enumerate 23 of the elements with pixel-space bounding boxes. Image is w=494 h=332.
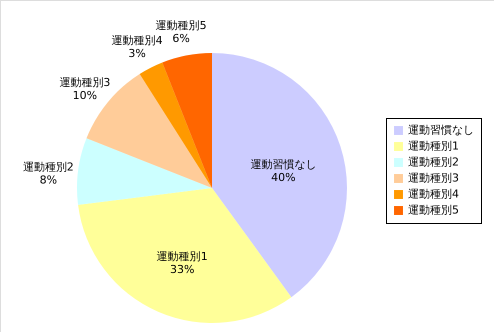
data-label: 40% xyxy=(271,170,296,184)
pie-slice xyxy=(78,188,292,323)
slice-label: 運動種別3 xyxy=(59,76,110,89)
pie-slice xyxy=(77,138,212,205)
legend-label: 運動種別3 xyxy=(408,172,459,184)
data-label: 3% xyxy=(128,46,146,60)
data-label: 33% xyxy=(170,262,194,276)
data-label: 8% xyxy=(40,173,58,186)
legend-label: 運動種別2 xyxy=(408,156,459,168)
legend-label: 運動種別5 xyxy=(408,204,459,216)
pie-slice xyxy=(140,62,212,188)
slice-label: 運動種別5 xyxy=(156,18,207,32)
slice-label: 運動種別2 xyxy=(22,160,74,174)
slice-label: 運動習慣なし xyxy=(250,158,316,171)
pie-slice xyxy=(212,53,347,298)
legend-label: 運動習慣なし xyxy=(408,124,474,136)
data-label: 6% xyxy=(172,32,190,45)
legend-label: 運動種別4 xyxy=(408,188,459,200)
pie-slice xyxy=(162,53,212,188)
slice-label: 運動種別4 xyxy=(112,34,163,47)
slice-label: 運動種別1 xyxy=(156,250,208,263)
data-label: 10% xyxy=(72,88,98,102)
legend-label: 運動種別1 xyxy=(408,140,459,152)
